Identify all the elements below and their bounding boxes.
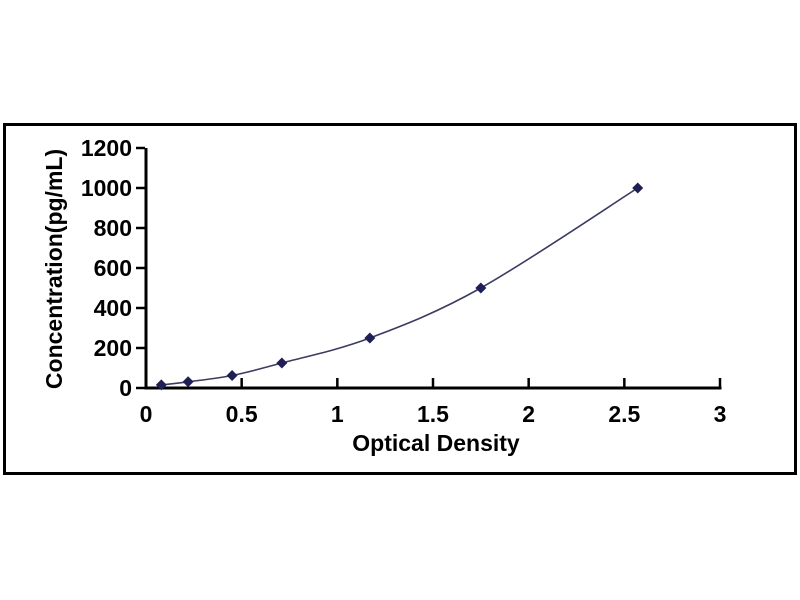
data-point-marker <box>182 376 194 388</box>
axes: 0 0.5 1 1.5 2 2.5 3 0 200 400 600 800 1000 1200 <box>81 135 727 427</box>
y-tick-label: 0 <box>119 375 132 401</box>
data-point-marker <box>155 379 167 391</box>
data-point-marker <box>632 182 644 194</box>
data-point-marker <box>364 332 376 344</box>
standard-curve-line <box>161 187 639 386</box>
data-point-marker <box>276 357 288 369</box>
x-axis-title: Optical Density <box>352 430 520 456</box>
x-tick-label: 0 <box>140 401 153 427</box>
data-point-marker <box>226 370 238 381</box>
data-point-marker <box>475 282 487 294</box>
x-tick-label: 0.5 <box>226 401 258 427</box>
y-axis-title: Concentration(pg/mL) <box>41 149 67 389</box>
y-tick-label: 1000 <box>81 175 132 201</box>
data-points <box>155 182 644 391</box>
x-tick-label: 3 <box>714 401 727 427</box>
x-tick-label: 2.5 <box>608 401 640 427</box>
y-tick-label: 1200 <box>81 135 132 161</box>
y-tick-label: 400 <box>94 295 132 321</box>
y-tick-label: 800 <box>94 215 132 241</box>
chart-border <box>3 123 797 475</box>
y-tick-label: 200 <box>94 335 132 361</box>
x-tick-label: 2 <box>522 401 535 427</box>
x-tick-label: 1.5 <box>417 401 449 427</box>
y-tick-label: 600 <box>94 255 132 281</box>
x-tick-label: 1 <box>331 401 344 427</box>
